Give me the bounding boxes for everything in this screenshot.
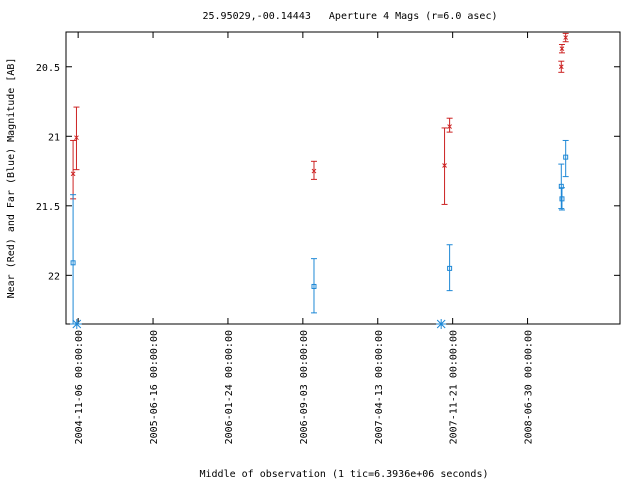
x-tick-label: 2006-09-03 00:00:00 — [299, 330, 310, 444]
chart-title: 25.95029,-00.14443 Aperture 4 Mags (r=6.… — [202, 11, 497, 22]
data-point-far — [70, 260, 76, 266]
data-point-near — [559, 46, 565, 52]
x-tick-label: 2005-06-16 00:00:00 — [149, 330, 160, 444]
x-axis-label: Middle of observation (1 tic=6.3936e+06 … — [200, 469, 489, 480]
x-tick-label: 2007-04-13 00:00:00 — [374, 330, 385, 444]
y-tick-label: 22 — [48, 271, 60, 282]
data-point-near — [447, 124, 452, 129]
y-axis: 20.5 21 21.5 22 — [36, 63, 620, 282]
x-axis: 2004-11-06 00:00:00 2005-06-16 00:00:00 20… — [74, 32, 535, 444]
x-tick-label: 2007-11-21 00:00:00 — [449, 330, 460, 444]
data-point-far — [559, 196, 565, 202]
data-point-far — [558, 183, 564, 189]
data-point-near — [70, 171, 76, 177]
limit-marker — [436, 319, 447, 329]
x-tick-label: 2008-06-30 00:00:00 — [524, 330, 535, 444]
data-point-far — [563, 154, 569, 160]
plot-marks — [70, 32, 569, 329]
data-point-near — [311, 168, 317, 174]
data-point-near — [563, 35, 569, 40]
data-point-far — [311, 283, 317, 289]
y-tick-label: 20.5 — [36, 63, 60, 74]
data-point-far — [447, 265, 453, 271]
plot-frame — [65, 31, 621, 325]
data-point-near — [558, 64, 564, 70]
limit-marker — [71, 319, 82, 329]
y-tick-label: 21.5 — [36, 202, 60, 213]
x-tick-label: 2004-11-06 00:00:00 — [74, 330, 85, 444]
y-tick-label: 21 — [48, 132, 60, 143]
x-tick-label: 2006-01-24 00:00:00 — [224, 330, 235, 444]
y-axis-label: Near (Red) and Far (Blue) Magnitude [AB] — [6, 58, 17, 299]
data-point-near — [442, 163, 447, 168]
data-point-near — [74, 135, 79, 141]
